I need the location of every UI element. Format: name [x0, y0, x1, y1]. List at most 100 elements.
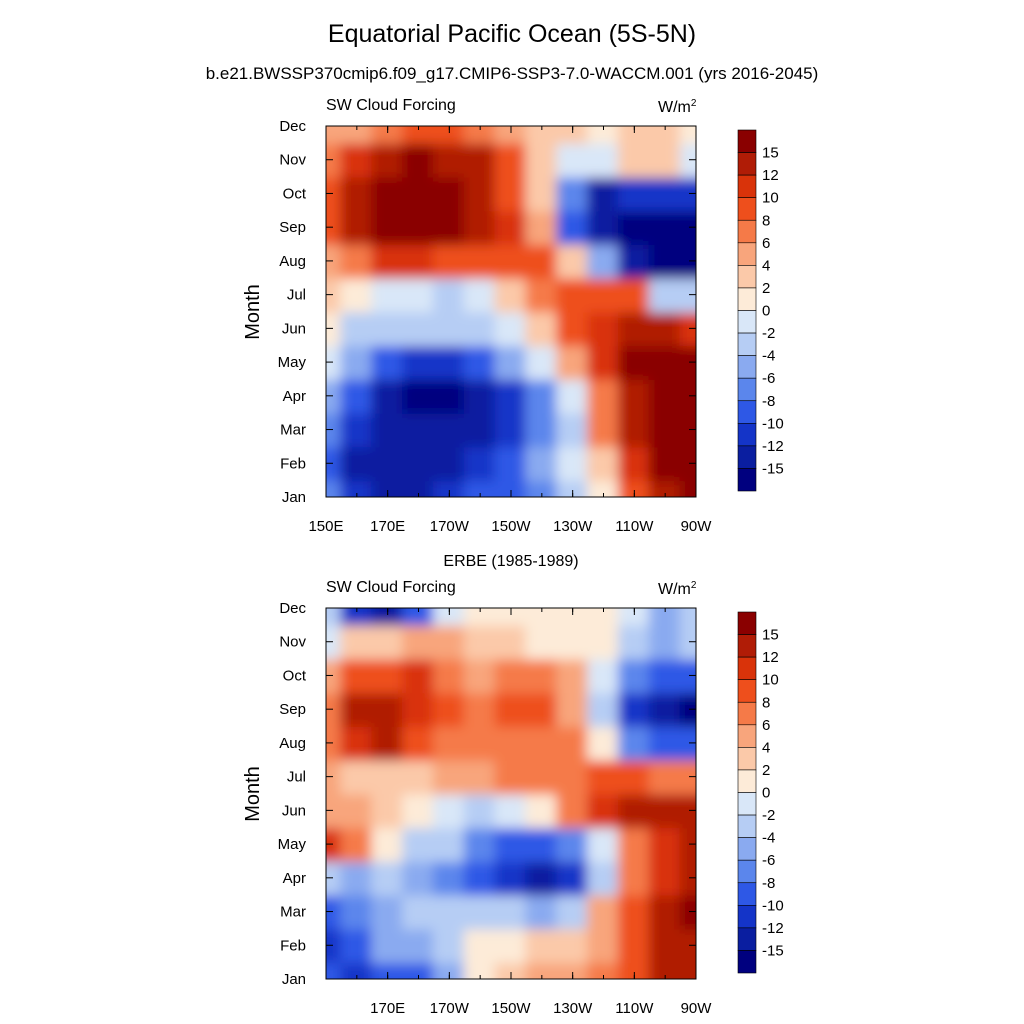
x-tick-label: 170W: [430, 1000, 470, 1017]
heatmap-cell: [617, 893, 651, 930]
heatmap-cell: [402, 623, 435, 660]
heatmap-cell: [556, 826, 590, 862]
colorbar-label: -6: [762, 370, 775, 387]
colorbar-swatch: [737, 837, 757, 861]
heatmap-cell: [402, 691, 435, 728]
heatmap-cell: [463, 243, 497, 279]
heatmap-cell: [525, 126, 559, 144]
heatmap-cell: [371, 175, 405, 212]
colorbar-label: -2: [762, 325, 775, 342]
colorbar-label: -6: [762, 852, 775, 869]
heatmap-cell: [525, 826, 559, 862]
x-ticks-model: 150E 170E 170W 150W 130W 110W 90W: [308, 126, 712, 535]
heatmap-cell: [648, 657, 682, 694]
heatmap-cell: [556, 276, 590, 313]
heatmap-cell: [463, 445, 497, 482]
units-label-erbe: W/m2: [658, 580, 697, 598]
heatmap-cell: [679, 725, 696, 761]
heatmap-cell: [525, 893, 559, 930]
left-label-erbe: SW Cloud Forcing: [326, 579, 456, 596]
heatmap-cell: [556, 758, 590, 795]
heatmap-cell: [617, 276, 651, 313]
heatmap-cell: [340, 893, 374, 930]
y-axis-label-model: Month: [242, 284, 264, 340]
y-tick-label: Nov: [279, 634, 306, 651]
heatmap-cell: [679, 927, 696, 964]
heatmap-cell: [587, 859, 620, 896]
heatmap-cell: [402, 792, 435, 829]
heatmap-cell: [525, 276, 559, 313]
colorbar-label: -4: [762, 348, 775, 365]
heatmap-cell: [326, 445, 343, 482]
colorbar-swatch: [737, 377, 757, 402]
colorbar-label: -2: [762, 807, 775, 824]
heatmap-cell: [371, 826, 405, 862]
heatmap-cell: [340, 344, 374, 380]
colorbar-swatch: [737, 724, 757, 748]
colorbar-label: 6: [762, 717, 770, 734]
heatmap-cell: [371, 344, 405, 380]
colorbar-label: 4: [762, 739, 770, 756]
heatmap-cell: [556, 657, 590, 694]
heatmap-cell: [326, 479, 343, 497]
heatmap-cell: [371, 411, 405, 448]
heatmap-cell: [679, 792, 696, 829]
heatmap-cell: [494, 826, 528, 862]
heatmap-cell: [587, 344, 620, 380]
y-tick-label: Dec: [279, 118, 306, 135]
heatmap-cell: [371, 927, 405, 964]
heatmap-cell: [679, 344, 696, 380]
heatmap-cell: [617, 927, 651, 964]
heatmap-cell: [402, 927, 435, 964]
heatmap-cell: [432, 141, 466, 178]
colorbar-label: -10: [762, 897, 784, 914]
heatmap-cell: [587, 310, 620, 347]
heatmap-cell: [340, 377, 374, 414]
colorbar-swatch: [737, 859, 757, 884]
y-tick-label: Oct: [283, 185, 307, 202]
heatmap-cell: [371, 608, 405, 626]
heatmap-cell: [402, 961, 435, 979]
heatmap-cell: [326, 623, 343, 660]
y-tick-label: Jul: [287, 287, 306, 304]
heatmap-cell: [463, 608, 497, 626]
panel-model: 150E 170E 170W 150W 130W 110W 90W Jan Feb Mar Apr…: [242, 97, 784, 535]
heatmap-cell: [371, 310, 405, 347]
heatmap-cell: [494, 893, 528, 930]
heatmap-cell: [648, 758, 682, 795]
y-tick-label: Mar: [280, 422, 306, 439]
x-ticks-erbe: 170E 170W 150W 130W 110W 90W: [325, 608, 712, 1017]
heatmap-cell: [340, 243, 374, 279]
heatmap-cell: [494, 927, 528, 964]
colorbar-erbe: 15 12 10 8 6 4 2 0 -2 -4 -6 -8 -10 -12 -15: [737, 611, 784, 974]
y-tick-label: Apr: [283, 870, 306, 887]
heatmap-cell: [617, 608, 651, 626]
panel-title-erbe: ERBE (1985-1989): [443, 553, 578, 570]
heatmap-cell: [679, 691, 696, 728]
heatmap-cell: [340, 623, 374, 660]
heatmap-cell: [494, 126, 528, 144]
heatmap-cell: [463, 893, 497, 930]
y-tick-label: Jan: [282, 489, 306, 506]
heatmap-cell: [679, 411, 696, 448]
colorbar-model: 15 12 10 8 6 4 2 0 -2 -4 -6 -8 -10 -12 -15: [737, 129, 784, 492]
colorbar-swatch: [737, 656, 757, 680]
heatmap-cell: [525, 310, 559, 347]
heatmap-cell: [340, 310, 374, 347]
heatmap-cell: [525, 623, 559, 660]
heatmap-cell: [340, 175, 374, 212]
heatmap-cell: [326, 725, 343, 761]
heatmap-cell: [617, 310, 651, 347]
heatmap-cell: [340, 276, 374, 313]
heatmap-cell: [556, 893, 590, 930]
heatmap-cell: [494, 792, 528, 829]
heatmap-cell: [617, 209, 651, 246]
heatmap-cell: [525, 243, 559, 279]
heatmap-cell: [340, 141, 374, 178]
colorbar-label: 12: [762, 167, 779, 184]
heatmap-cell: [494, 657, 528, 694]
heatmap-cell: [371, 792, 405, 829]
heatmap-cell: [463, 826, 497, 862]
heatmap-cell: [432, 377, 466, 414]
y-tick-label: May: [278, 354, 307, 371]
